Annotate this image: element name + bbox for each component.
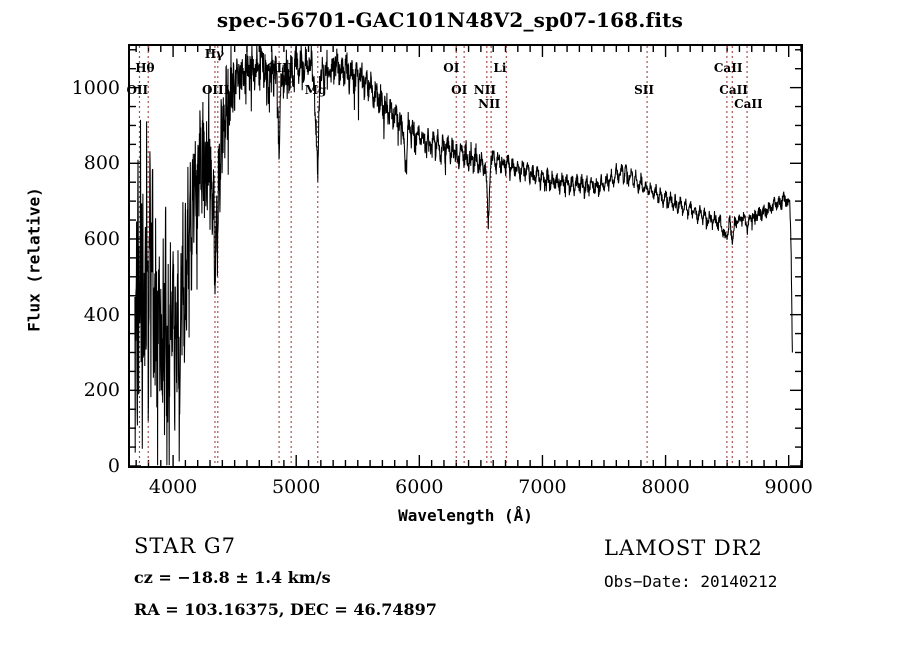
x-axis-title: Wavelength (Å)	[398, 506, 533, 525]
observation-date-text: Obs−Date: 20140212	[604, 572, 778, 591]
spectral-line-label: Hγ	[204, 47, 225, 61]
spectral-line-label: CaII	[719, 83, 748, 97]
x-axis-tick-label: 6000	[395, 476, 444, 498]
y-axis-title: Flux (relative)	[24, 187, 44, 332]
x-axis-tick-label: 5000	[272, 476, 321, 498]
y-axis-tick-label: 200	[83, 379, 120, 402]
spectral-line-label: Mg	[304, 83, 327, 97]
x-axis-tick-label: 9000	[764, 476, 813, 498]
y-axis-tick-label: 600	[83, 227, 120, 250]
y-axis-tick-label: 0	[107, 455, 120, 477]
y-axis-tick-label: 1000	[71, 76, 120, 99]
spectral-line-label: OI	[451, 83, 468, 97]
spectral-line-label: OIII	[201, 83, 230, 97]
coordinates-text: RA = 103.16375, DEC = 46.74897	[134, 600, 437, 619]
spectrum-canvas	[130, 46, 801, 466]
page-title: spec-56701-GAC101N48V2_sp07-168.fits	[216, 8, 684, 32]
x-axis-tick-label: 7000	[518, 476, 567, 498]
redshift-velocity-text: cz = −18.8 ± 1.4 km/s	[134, 568, 331, 587]
survey-name-text: LAMOST DR2	[604, 536, 763, 560]
spectral-line-label: CaII	[734, 97, 763, 111]
x-axis-tick-label: 8000	[641, 476, 690, 498]
plot-clip	[130, 46, 801, 466]
object-class-text: STAR G7	[134, 534, 237, 558]
plot-area	[128, 44, 803, 468]
spectral-line-label: Li	[493, 61, 507, 75]
spectral-line-label: SII	[634, 83, 654, 97]
y-axis-tick-label: 800	[83, 152, 120, 175]
spectral-line-label: NII	[473, 83, 496, 97]
spectral-line-label: NII	[478, 97, 501, 111]
spectral-line-label: OI	[443, 61, 460, 75]
spectral-line-label: CaII	[713, 61, 743, 75]
spectral-line-label: OII	[126, 83, 149, 97]
y-axis-tick-label: 400	[83, 303, 120, 326]
x-axis-tick-label: 4000	[148, 476, 198, 498]
spectral-line-label: Hθ	[135, 61, 155, 75]
spectral-line-label: OIII	[266, 61, 294, 75]
